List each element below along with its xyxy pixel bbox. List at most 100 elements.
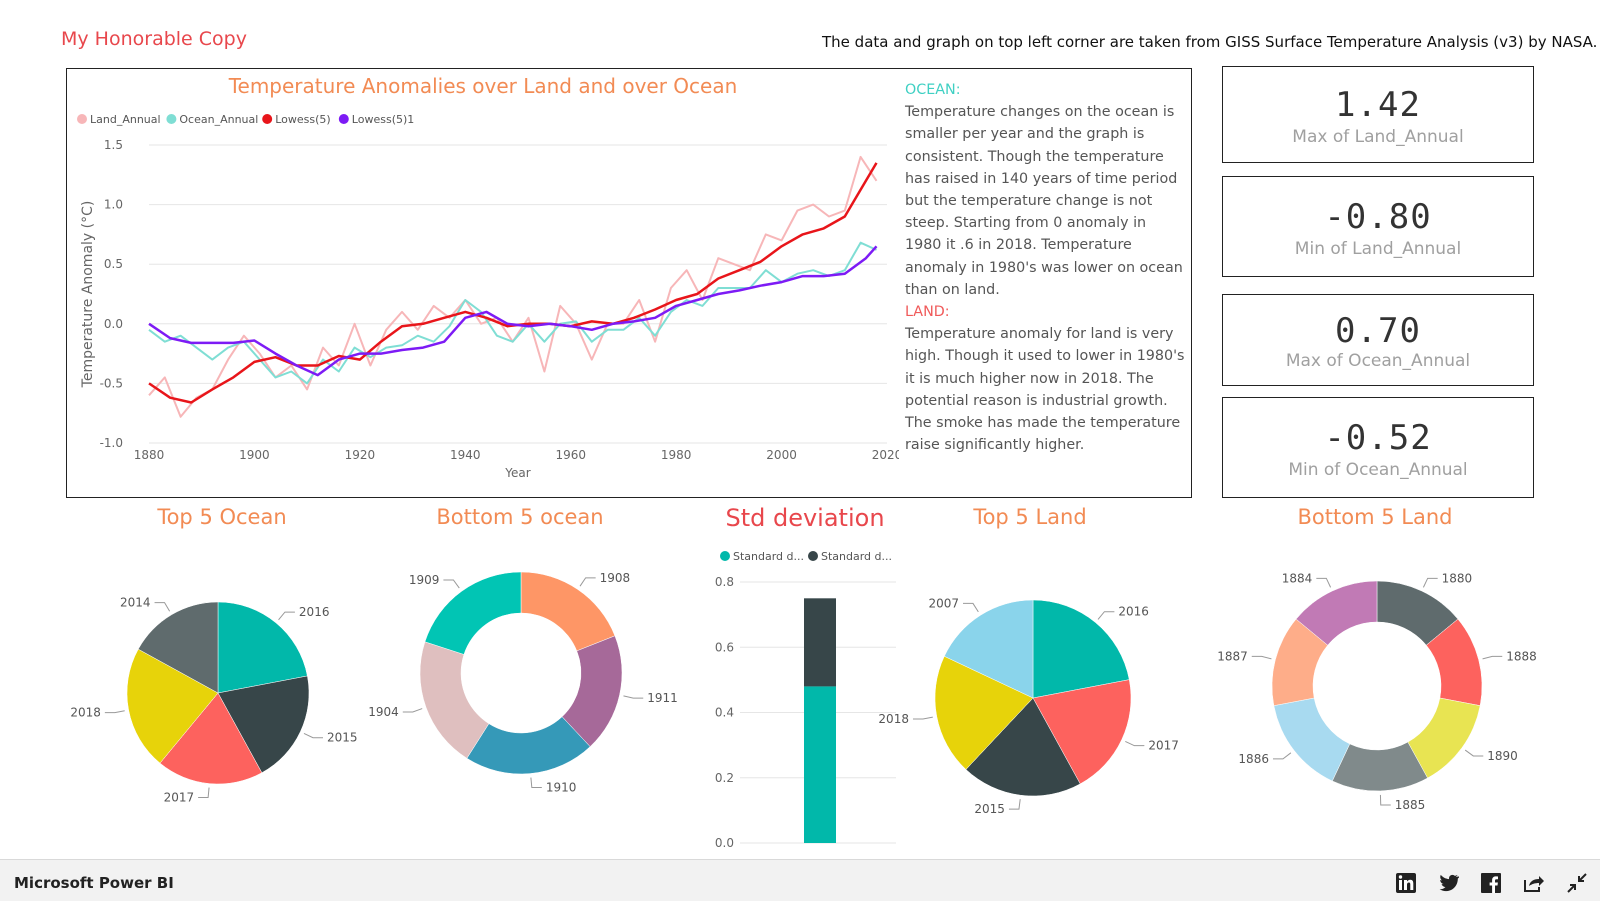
y-tick-label: 0.8: [715, 575, 734, 589]
x-tick-label: 2020: [872, 448, 900, 462]
data-label: 2014: [120, 596, 151, 610]
legend-marker: [166, 114, 177, 124]
line-chart[interactable]: Temperature Anomalies over Land and over…: [67, 69, 902, 497]
text-panel: OCEAN: Temperature changes on the ocean …: [899, 68, 1192, 498]
leader-line: [623, 695, 644, 699]
leader-line: [443, 579, 460, 589]
pie-slice-2016: [217, 601, 308, 694]
footer-bar: [0, 859, 1600, 901]
data-label: 1909: [409, 573, 440, 587]
facebook-icon[interactable]: [1480, 872, 1502, 894]
x-tick-label: 1900: [239, 448, 270, 462]
stddev-bar-chart[interactable]: Standard d... Standard d... 0.0 0.2 0.4 0.6 0.…: [700, 535, 900, 855]
data-label: 2007: [928, 596, 959, 610]
y-tick-label: 1.0: [104, 198, 123, 212]
line-chart-panel[interactable]: Temperature Anomalies over Land and over…: [66, 68, 902, 498]
data-label: 2016: [1118, 605, 1149, 619]
x-tick-label: 1920: [345, 448, 376, 462]
twitter-icon[interactable]: [1437, 872, 1459, 894]
kpi-label: Max of Land_Annual: [1292, 127, 1464, 147]
data-label: 1890: [1487, 749, 1518, 763]
leader-line: [104, 710, 125, 714]
legend-label: Lowess(5)1: [352, 113, 414, 126]
pie-slice-2017: [1032, 679, 1132, 785]
legend-label: Lowess(5): [275, 113, 330, 126]
y-tick-label: 1.5: [104, 138, 123, 152]
y-tick-label: -1.0: [100, 436, 123, 450]
bar-segment-2: [804, 598, 836, 687]
kpi-card-min-ocean[interactable]: -0.52 Min of Ocean_Annual: [1222, 397, 1534, 498]
data-label: 2018: [70, 706, 101, 720]
x-tick-label: 1940: [450, 448, 481, 462]
leader-line: [1379, 794, 1391, 806]
bottom5-land-donut[interactable]: 1880 1888 1890 1885 1886 1887 1884: [1210, 560, 1540, 830]
data-label: 1884: [1282, 571, 1313, 585]
kpi-card-min-land[interactable]: -0.80 Min of Land_Annual: [1222, 176, 1534, 277]
pie-slice-2014: [137, 601, 219, 694]
stddev-title: Std deviation: [725, 504, 885, 532]
leader-line: [530, 777, 542, 788]
data-label: 1888: [1506, 649, 1537, 663]
legend-marker: [808, 551, 818, 561]
leader-line: [402, 708, 423, 713]
data-label: 2017: [1148, 739, 1179, 753]
pie-slice-2007: [943, 599, 1034, 699]
data-label: 1887: [1217, 649, 1248, 663]
bottom5-land-title: Bottom 5 Land: [1297, 505, 1453, 529]
leader-line: [1008, 799, 1021, 810]
share-icon[interactable]: [1522, 872, 1544, 894]
data-label: 1911: [647, 691, 678, 705]
leader-line: [1272, 752, 1292, 760]
legend-marker: [338, 114, 349, 124]
pie-slice-1909: [424, 571, 522, 655]
leader-line: [1482, 655, 1503, 660]
series-line-ocean-annual: [148, 241, 877, 385]
data-label: 2015: [974, 802, 1005, 816]
series-line-land-annual: [148, 155, 878, 418]
data-label: 1880: [1442, 571, 1473, 585]
y-tick-label: 0.0: [104, 317, 123, 331]
kpi-card-max-land[interactable]: 1.42 Max of Land_Annual: [1222, 66, 1534, 163]
leader-line: [579, 577, 596, 587]
ocean-heading: OCEAN:: [905, 82, 961, 98]
bottom5-ocean-donut[interactable]: 1908 1911 1910 1904 1909: [360, 560, 690, 830]
x-axis-label: Year: [504, 466, 530, 480]
leader-line: [962, 602, 979, 613]
linkedin-icon[interactable]: [1395, 872, 1417, 894]
source-note: The data and graph on top left corner ar…: [822, 33, 1598, 51]
kpi-value: -0.80: [1324, 197, 1432, 237]
pie-slice-1886: [1273, 697, 1351, 782]
x-tick-label: 1960: [555, 448, 586, 462]
top5-land-pie[interactable]: 2016 2017 2015 2018 2007: [855, 560, 1185, 830]
kpi-value: 1.42: [1335, 85, 1421, 125]
y-tick-label: 0.5: [104, 257, 123, 271]
leader-line: [1097, 611, 1115, 620]
leader-line: [154, 602, 171, 612]
y-tick-label: 0.0: [715, 836, 734, 850]
leader-line: [303, 732, 324, 739]
leader-line: [1422, 577, 1438, 588]
data-label: 2017: [164, 791, 195, 805]
land-text: Temperature anomaly for land is very hig…: [905, 326, 1185, 454]
leader-line: [1464, 749, 1484, 757]
legend-marker: [77, 114, 87, 124]
pie-slice-2018: [126, 648, 219, 764]
footer-brand[interactable]: Microsoft Power BI: [14, 874, 174, 892]
ocean-text: Temperature changes on the ocean is smal…: [905, 104, 1183, 298]
y-tick-label: 0.6: [715, 640, 734, 654]
legend-label: Ocean_Annual: [179, 113, 258, 126]
leader-line: [912, 716, 933, 720]
pie-slice-2015: [965, 697, 1081, 797]
series-line-lowess-5-1: [148, 245, 878, 377]
data-label: 2015: [327, 731, 358, 745]
data-label: 1904: [368, 705, 399, 719]
y-tick-label: 0.4: [715, 706, 734, 720]
data-label: 1886: [1238, 752, 1269, 766]
kpi-card-max-ocean[interactable]: 0.70 Max of Ocean_Annual: [1222, 294, 1534, 386]
pie-slice-1884: [1295, 580, 1378, 646]
fullscreen-exit-icon[interactable]: [1566, 872, 1588, 894]
top5-ocean-title: Top 5 Ocean: [157, 505, 287, 529]
top5-ocean-pie[interactable]: 2016 2015 2017 2018 2014: [60, 560, 390, 830]
legend-label: Standard d...: [821, 550, 892, 563]
series-line-lowess-5-: [148, 162, 878, 404]
